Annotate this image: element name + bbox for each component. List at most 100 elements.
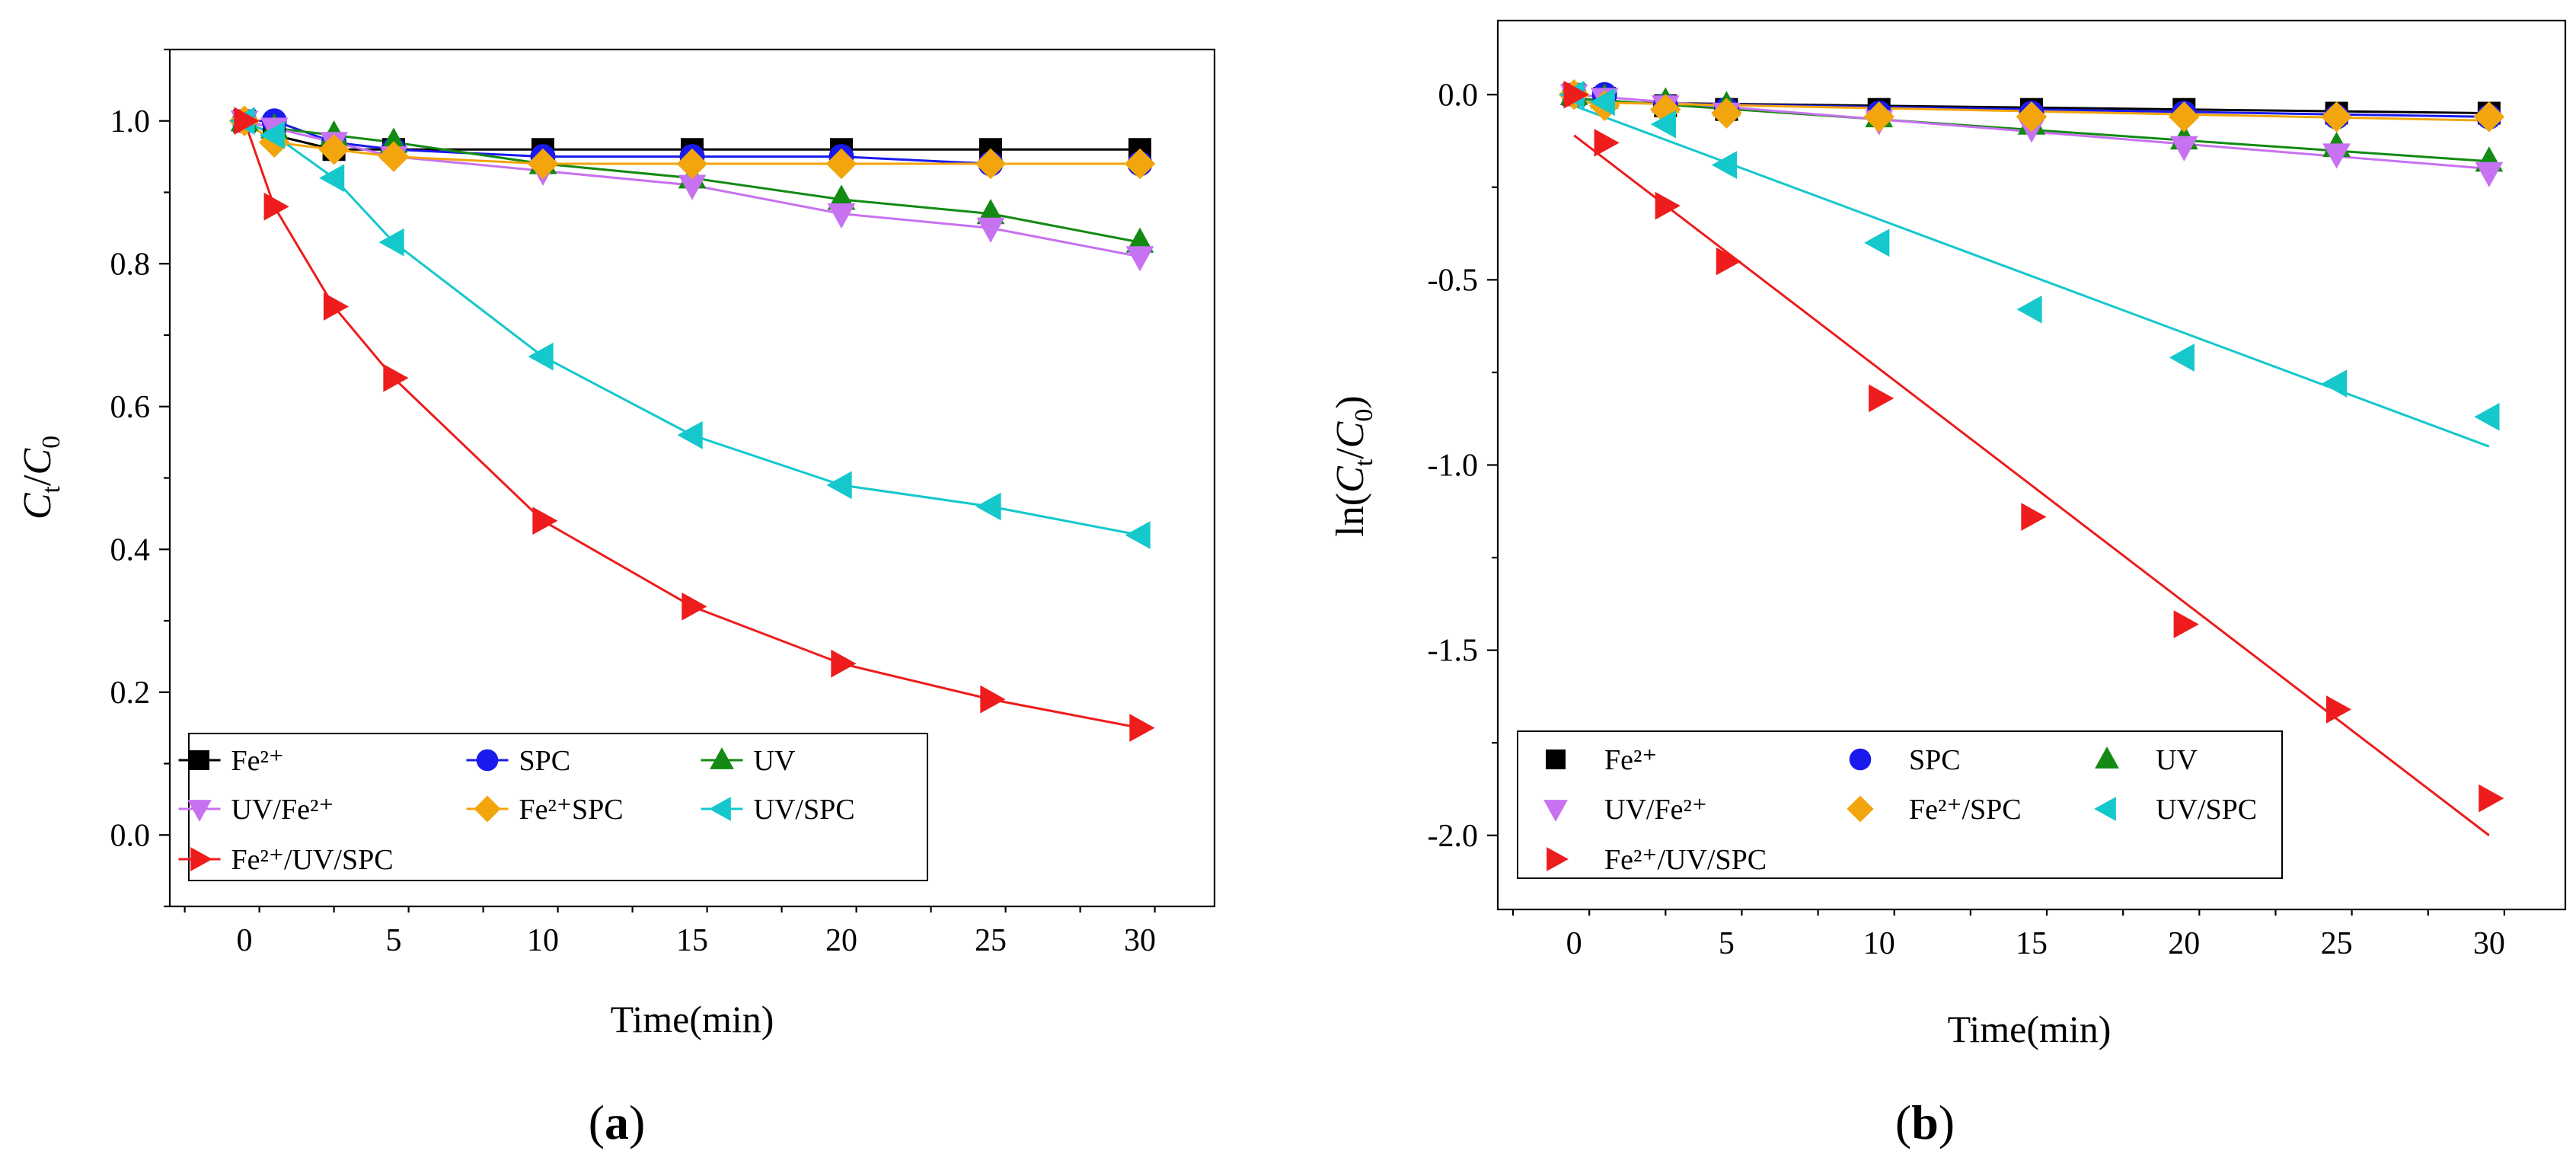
data-point-uvspc <box>826 471 852 500</box>
data-point-feuvspc <box>2021 503 2047 531</box>
legend-label-uv: UV <box>754 745 796 777</box>
panel-b-y-ticks: 0.0 -0.5 -1.0 -1.5 -2.0 <box>1428 78 1498 854</box>
data-point-uvspc <box>259 121 285 149</box>
legend-label-fe2: Fe²⁺ <box>1604 744 1657 776</box>
x-tick-label: 0 <box>1566 926 1582 961</box>
y-tick-label: 0.6 <box>110 390 151 425</box>
panel-a-x-ticks: 0 5 10 15 20 25 30 <box>184 906 1156 958</box>
legend-marker-fespc <box>474 795 501 823</box>
legend-label-uv: UV <box>2156 744 2198 776</box>
panel-b-x-axis-label: Time(min) <box>1948 1008 2112 1050</box>
panel-b-legend: Fe²⁺ SPC UV UV/Fe²⁺ Fe²⁺/SPC UV/SPC Fe²⁺/UV/SP… <box>1517 730 2283 879</box>
data-point-uvfe <box>678 174 707 200</box>
data-point-uvfe <box>1125 246 1154 272</box>
data-point-uvspc <box>2016 295 2042 324</box>
data-point-fespc <box>1863 101 1894 133</box>
series-line-feuvspc <box>243 120 1141 730</box>
x-tick-label: 5 <box>386 923 402 958</box>
panel-a-series-lines <box>243 120 1141 730</box>
data-point-fespc <box>1124 148 1156 180</box>
panel-b-caption: (b) <box>1895 1095 1955 1149</box>
legend-label-feuvspc: Fe²⁺/UV/SPC <box>1604 844 1767 876</box>
data-point-feuvspc <box>1655 191 1681 220</box>
data-point-feuvspc <box>831 649 857 678</box>
legend-marker-fespc <box>1847 795 1874 823</box>
data-point-feuvspc <box>980 685 1006 714</box>
legend-label-spc: SPC <box>1909 744 1961 776</box>
data-point-fespc <box>2169 101 2200 133</box>
data-point-uvspc <box>975 492 1001 521</box>
data-point-feuvspc <box>1716 247 1741 276</box>
legend-marker-fe2 <box>190 750 209 770</box>
data-point-feuvspc <box>263 192 289 221</box>
x-tick-label: 15 <box>676 923 708 958</box>
data-point-uvspc <box>2474 402 2500 431</box>
legend-label-uvfe: UV/Fe²⁺ <box>1604 794 1707 826</box>
data-point-feuvspc <box>1563 80 1589 109</box>
legend-marker-spc <box>476 749 499 772</box>
x-tick-label: 25 <box>975 923 1007 958</box>
legend-marker-uvfe <box>187 800 212 822</box>
legend-label-fe2: Fe²⁺ <box>231 745 284 777</box>
data-point-feuvspc <box>383 363 409 392</box>
data-point-uvspc <box>2169 344 2195 372</box>
legend-marker-uv <box>710 747 734 769</box>
y-tick-label: 0.2 <box>110 676 151 711</box>
y-tick-label: -1.5 <box>1428 634 1479 669</box>
legend-label-fespc: Fe²⁺SPC <box>519 794 624 826</box>
data-point-uvspc <box>1864 229 1890 257</box>
legend-label-feuvspc: Fe²⁺/UV/SPC <box>231 844 394 876</box>
x-tick-label: 10 <box>527 923 559 958</box>
y-tick-label: 0.4 <box>110 532 151 567</box>
legend-box <box>1517 730 2283 879</box>
data-point-fespc <box>975 148 1007 180</box>
panel-a-y-ticks: 0.0 0.2 0.4 0.6 0.8 1.0 <box>110 48 170 908</box>
data-point-fespc <box>2321 101 2352 133</box>
data-point-uvspc <box>1125 521 1151 549</box>
data-point-uvspc <box>1711 151 1738 179</box>
x-tick-label: 25 <box>2321 926 2353 961</box>
panel-b-fit-lines <box>1573 93 2490 836</box>
x-tick-label: 15 <box>2016 926 2048 961</box>
data-point-feuvspc <box>1129 714 1155 742</box>
data-point-uvspc <box>677 420 703 449</box>
legend-box <box>188 733 928 881</box>
legend-marker-uv <box>2095 746 2119 769</box>
panel-b-series-markers <box>1558 79 2505 813</box>
x-tick-label: 20 <box>825 923 857 958</box>
legend-label-uvfe: UV/Fe²⁺ <box>231 794 334 826</box>
panel-b-x-ticks: 0 5 10 15 20 25 30 <box>1511 909 2505 961</box>
x-tick-label: 0 <box>237 923 253 958</box>
data-point-uvfe <box>827 203 856 229</box>
data-point-uvspc <box>2322 369 2348 398</box>
data-point-feuvspc <box>234 107 260 136</box>
y-tick-label: 0.8 <box>110 247 151 282</box>
x-tick-label: 5 <box>1719 926 1735 961</box>
data-point-fespc <box>527 148 559 180</box>
legend-marker-spc <box>1849 748 1872 771</box>
data-point-uvfe <box>2475 161 2504 187</box>
data-point-fespc <box>676 148 708 180</box>
y-tick-label: -1.0 <box>1428 449 1479 484</box>
data-point-fespc <box>378 141 410 172</box>
panel-b-y-axis-label: ln(Ct/C0) <box>1329 395 1378 536</box>
legend-marker-fe2 <box>1546 750 1566 769</box>
legend-label-uvspc: UV/SPC <box>2156 794 2257 826</box>
data-point-uvspc <box>1650 110 1676 139</box>
data-point-feuvspc <box>1869 384 1894 413</box>
y-tick-label: -0.5 <box>1428 263 1479 298</box>
y-tick-label: -2.0 <box>1428 819 1479 854</box>
data-point-feuvspc <box>323 292 350 321</box>
data-point-feuvspc <box>682 592 707 621</box>
panel-a-x-axis-label: Time(min) <box>611 998 774 1040</box>
y-tick-label: 0.0 <box>1438 78 1479 113</box>
x-tick-label: 30 <box>1124 923 1156 958</box>
legend-marker-uvfe <box>1543 800 1568 822</box>
legend-marker-uvspc <box>709 797 731 821</box>
data-point-uvspc <box>528 342 554 371</box>
data-point-uvfe <box>2169 136 2198 161</box>
panel-a-caption: (a) <box>589 1095 646 1149</box>
panel-a: 0 5 10 15 20 25 30 0.00.20.40.60.81.0 Fe²⁺ SPC U… <box>16 48 1216 1149</box>
